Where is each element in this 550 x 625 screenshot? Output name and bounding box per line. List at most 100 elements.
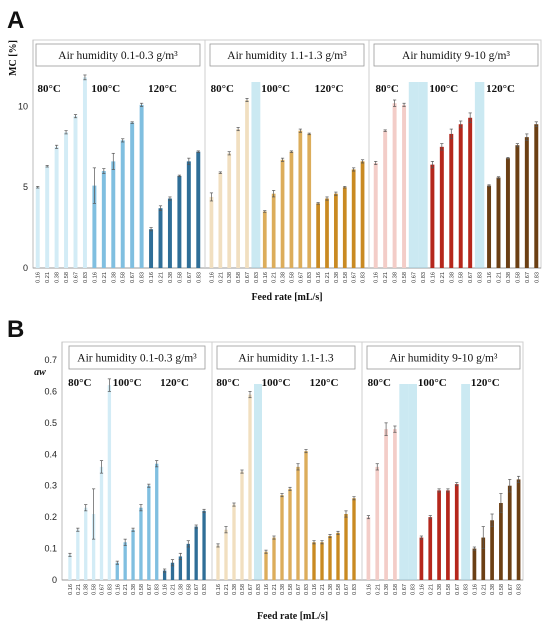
x-tick-label: 0.38	[227, 272, 233, 283]
x-tick-label: 0.16	[472, 584, 478, 595]
panel-letter-a: A	[7, 7, 24, 34]
bar	[312, 542, 316, 580]
panel-letter-b: B	[7, 316, 24, 343]
temperature-label: 100°C	[262, 377, 291, 389]
bar	[123, 542, 127, 580]
x-tick-label: 0.16	[487, 272, 493, 283]
bar	[499, 503, 503, 580]
bar	[139, 104, 144, 268]
temperature-label: 100°C	[113, 377, 142, 389]
x-tick-label: 0.83	[140, 272, 146, 283]
x-tick-label: 0.83	[83, 272, 89, 283]
bar	[352, 498, 356, 580]
temperature-label: 120°C	[310, 377, 339, 389]
x-tick-label: 0.58	[177, 272, 183, 283]
x-tick-label: 0.67	[187, 272, 193, 283]
x-tick-label: 0.67	[455, 584, 461, 595]
x-tick-label: 0.58	[240, 584, 246, 595]
bar	[82, 77, 87, 268]
x-tick-label: 0.58	[121, 272, 127, 283]
bar	[64, 132, 69, 268]
bar	[481, 537, 486, 580]
x-tick-label: 0.83	[361, 272, 367, 283]
y-tick-label: 0	[23, 263, 28, 273]
temperature-label: 100°C	[429, 83, 458, 95]
temperature-label: 80°C	[37, 83, 60, 95]
x-tick-label: 0.38	[334, 272, 340, 283]
missing-sample-shade	[408, 384, 417, 580]
chart-panel-b: 0 0.1 0.2 0.3 0.4 0.5 0.6 0.7 aw Feed rate [mL/s]…	[34, 341, 524, 622]
bar	[209, 196, 214, 268]
bar	[178, 556, 183, 580]
bar	[236, 129, 240, 268]
x-tick-label: 0.67	[352, 272, 358, 283]
bar	[149, 229, 154, 268]
temperature-label: 120°C	[160, 377, 189, 389]
x-tick-label: 0.58	[402, 272, 408, 283]
missing-sample-shade	[254, 384, 262, 580]
bar	[458, 124, 463, 268]
x-tick-label: 0.83	[517, 584, 523, 595]
plot-frame	[32, 39, 542, 269]
x-tick-label: 0.67	[147, 584, 153, 595]
x-tick-label: 0.83	[411, 584, 417, 595]
x-tick-label: 0.58	[446, 584, 452, 595]
bar	[307, 133, 312, 268]
bar	[35, 187, 40, 268]
bar	[515, 145, 520, 268]
bar	[472, 548, 477, 580]
x-tick-label: 0.21	[428, 584, 434, 595]
x-tick-label: 0.58	[139, 584, 145, 595]
bar	[162, 570, 167, 580]
y-axis-title: MC [%]	[8, 40, 19, 76]
temperature-label: 80°C	[216, 377, 239, 389]
temperature-label: 100°C	[91, 83, 120, 95]
bar	[76, 529, 80, 580]
bar	[490, 520, 494, 580]
y-tick-label: 0.4	[44, 449, 57, 459]
y-tick-label: 0.1	[44, 544, 57, 554]
humidity-label: Air humidity 0.1-0.3 g/m³	[77, 353, 197, 365]
bar	[360, 161, 365, 268]
bar	[216, 545, 220, 580]
x-tick-label: 0.83	[464, 584, 470, 595]
x-tick-label: 0.67	[74, 272, 80, 283]
bar	[342, 187, 347, 268]
x-tick-label: 0.21	[383, 272, 389, 283]
bar	[430, 164, 435, 268]
bar	[534, 124, 539, 268]
temperature-label: 80°C	[211, 83, 234, 95]
x-tick-label: 0.38	[506, 272, 512, 283]
x-tick-label: 0.21	[102, 272, 108, 283]
bar	[218, 172, 223, 268]
chart-panel-a: 0 5 10 MC [%] Feed rate [mL/s] Air humidity 0…	[8, 39, 542, 303]
bar	[402, 104, 407, 268]
temperature-label: 80°C	[368, 377, 391, 389]
x-tick-label: 0.21	[218, 272, 224, 283]
x-tick-label: 0.38	[280, 584, 286, 595]
x-tick-label: 0.38	[490, 584, 496, 595]
bar	[298, 130, 303, 268]
x-tick-label: 0.16	[115, 584, 121, 595]
humidity-label: Air humidity 1.1-1.3	[238, 353, 333, 365]
bar	[393, 429, 397, 580]
humidity-label-box	[35, 43, 201, 67]
bar	[468, 117, 473, 269]
bar	[68, 554, 72, 580]
bar	[449, 133, 454, 268]
x-tick-label: 0.83	[478, 272, 484, 283]
y-tick-label: 0	[52, 575, 57, 585]
bar	[344, 514, 348, 580]
x-tick-label: 0.21	[481, 584, 487, 595]
bar	[155, 463, 159, 580]
y-axis-title: aw	[34, 367, 46, 378]
bar	[524, 137, 529, 268]
x-tick-label: 0.16	[209, 272, 215, 283]
bar	[334, 193, 338, 268]
x-tick-label: 0.58	[289, 272, 295, 283]
bar	[131, 529, 135, 580]
x-tick-label: 0.38	[328, 584, 334, 595]
x-tick-label: 0.21	[159, 272, 165, 283]
